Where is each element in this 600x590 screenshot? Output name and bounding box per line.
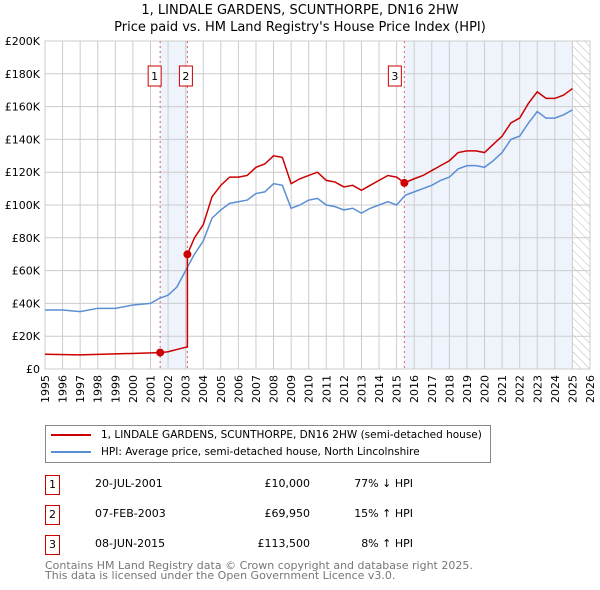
x-tick-label: 2009 (285, 375, 298, 403)
x-tick-label: 2007 (250, 375, 263, 403)
sale-badge (387, 65, 402, 87)
x-tick-label: 2016 (408, 375, 421, 403)
y-tick-label: £160K (5, 101, 41, 114)
y-tick-label: £180K (5, 68, 41, 81)
price-chart: 1995 1996 1997 1998 1999 2000 2001 2002 2003 2004… (5, 35, 597, 403)
x-tick-label: 2024 (549, 375, 562, 403)
x-tick-label: 2008 (268, 375, 281, 403)
transaction-date: 08-JUN-2015 (95, 537, 166, 550)
x-tick-label: 1995 (39, 375, 52, 403)
x-tick-label: 2004 (197, 375, 210, 403)
sale-badge-label: 1 (151, 70, 158, 83)
x-tick-label: 2020 (479, 375, 492, 403)
transaction-date: 07-FEB-2003 (95, 507, 166, 520)
x-tick-label: 2010 (303, 375, 316, 403)
x-tick-label: 1997 (74, 375, 87, 403)
footer-line-2: This data is licensed under the Open Gov… (45, 569, 396, 582)
footer-line-1: Contains HM Land Registry data © Crown c… (45, 559, 473, 572)
y-tick-label: £40K (12, 297, 41, 310)
transaction-hpi: 8% ↑ HPI (361, 537, 413, 550)
legend-property: 1, LINDALE GARDENS, SCUNTHORPE, DN16 2HW… (101, 429, 482, 441)
x-tick-label: 2015 (391, 375, 404, 403)
transaction-date: 20-JUL-2001 (95, 477, 163, 490)
x-tick-label: 1999 (109, 375, 122, 403)
x-tick-label: 1998 (92, 375, 105, 403)
sale-point (156, 348, 165, 357)
x-tick-label: 2023 (531, 375, 544, 403)
x-tick-label: 1996 (57, 375, 70, 403)
plot-frame (44, 40, 591, 370)
x-tick-label: 2000 (127, 375, 140, 403)
transaction-hpi: 15% ↑ HPI (354, 507, 413, 520)
x-tick-label: 2021 (496, 375, 509, 403)
transaction-price: £113,500 (257, 537, 311, 550)
x-tick-label: 2013 (355, 375, 368, 403)
x-tick-label: 2001 (144, 375, 157, 403)
y-tick-label: £200K (5, 35, 41, 48)
x-tick-label: 2014 (373, 375, 386, 403)
y-tick-label: £0 (26, 363, 40, 376)
sale-badge-label: 3 (391, 70, 398, 83)
transaction-hpi: 77% ↓ HPI (354, 477, 413, 490)
chart-title: 1, LINDALE GARDENS, SCUNTHORPE, DN16 2HW (141, 3, 459, 18)
transaction-badge: 2 (45, 505, 60, 525)
transaction-row: 3 08-JUN-2015 £113,500 8% ↑ HPI (45, 535, 445, 555)
hpi-line (45, 109, 573, 313)
sale-badge-label: 2 (182, 70, 189, 83)
x-tick-label: 2019 (461, 375, 474, 403)
x-tick-label: 2003 (180, 375, 193, 403)
transaction-price: £69,950 (264, 507, 311, 520)
transaction-badge: 3 (45, 535, 60, 555)
x-tick-label: 2011 (320, 375, 333, 403)
sale-point (400, 178, 409, 187)
y-tick-label: £60K (12, 265, 41, 278)
x-tick-label: 2006 (232, 375, 245, 403)
y-tick-label: £100K (5, 199, 41, 212)
x-tick-label: 2018 (443, 375, 456, 403)
property-price-line (44, 87, 573, 356)
chart-subtitle: Price paid vs. HM Land Registry's House … (114, 20, 486, 35)
x-tick-label: 2002 (162, 375, 175, 403)
y-tick-label: £140K (5, 133, 41, 146)
y-tick-label: £80K (12, 232, 41, 245)
transaction-price: £10,000 (264, 477, 311, 490)
sale-badge (178, 65, 193, 87)
transaction-row: 1 20-JUL-2001 £10,000 77% ↓ HPI (45, 475, 445, 495)
y-tick-label: £20K (12, 330, 41, 343)
legend-hpi: HPI: Average price, semi-detached house,… (101, 446, 420, 458)
legend: 1, LINDALE GARDENS, SCUNTHORPE, DN16 2HW… (45, 425, 491, 463)
legend-blue-line (51, 451, 91, 453)
x-tick-label: 2025 (566, 375, 579, 403)
x-tick-label: 2022 (514, 375, 527, 403)
sale-badge (147, 65, 162, 87)
x-tick-label: 2017 (426, 375, 439, 403)
transaction-badge: 1 (45, 475, 60, 495)
legend-red-line (51, 434, 91, 436)
x-tick-label: 2026 (584, 375, 597, 403)
transaction-row: 2 07-FEB-2003 £69,950 15% ↑ HPI (45, 505, 445, 525)
x-tick-label: 2005 (215, 375, 228, 403)
x-tick-label: 2012 (338, 375, 351, 403)
y-tick-label: £120K (5, 166, 41, 179)
sale-point (183, 250, 192, 259)
